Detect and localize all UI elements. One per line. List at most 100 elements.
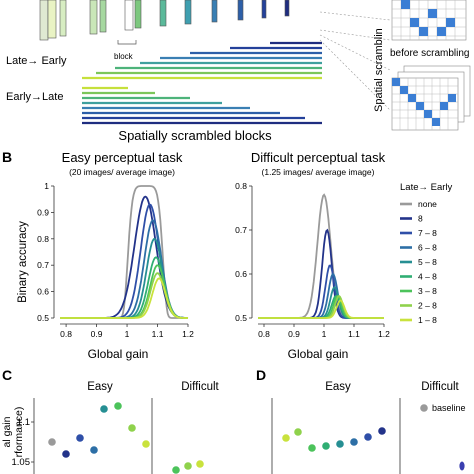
easy-xtick-label: 1.2 bbox=[182, 329, 194, 339]
chart-easy: Easy perceptual task (20 images/ average… bbox=[37, 150, 194, 361]
legend-label: 7 – 8 bbox=[418, 228, 437, 238]
easy-xlabel: Global gain bbox=[88, 347, 149, 361]
panel-c-axes bbox=[31, 398, 153, 474]
difficult-title: Difficult perceptual task bbox=[251, 150, 386, 165]
early-late-label: Early→Late bbox=[6, 91, 63, 103]
difficult-subtitle: (1.25 images/ average image) bbox=[262, 167, 375, 177]
panel-d-letter: D bbox=[256, 367, 266, 383]
point bbox=[90, 446, 98, 454]
panel-d-axes bbox=[271, 398, 401, 474]
easy-axes: 0.5 0.6 0.7 0.8 0.9 1 0.8 0.9 1 1.1 1.2 bbox=[37, 181, 194, 339]
difficult-xtick-label: 0.8 bbox=[258, 329, 270, 339]
grid-scrambled bbox=[391, 0, 467, 41]
before-scrambling-label: before scrambling bbox=[390, 48, 469, 59]
legend: Late→ Early none 8 7 – 8 6 – 8 5 – 8 4 – 8 3 –… bbox=[400, 182, 453, 325]
panel-c-ytick-1: 1.1 bbox=[17, 417, 30, 428]
difficult-series-8 bbox=[258, 228, 384, 319]
legend-label: 1 – 8 bbox=[418, 315, 437, 325]
difficult-series-none bbox=[258, 193, 384, 319]
legend-label: 5 – 8 bbox=[418, 257, 437, 267]
easy-xtick-label: 0.8 bbox=[60, 329, 72, 339]
point bbox=[100, 405, 108, 413]
panel-c-ylabel-1: al gain bbox=[1, 416, 13, 447]
layer-stack bbox=[39, 0, 290, 41]
network-schematic: block Late→ Early Early→Late Spatially s… bbox=[6, 0, 471, 143]
easy-xtick-label: 1 bbox=[125, 329, 130, 339]
panel-d-easy: Easy bbox=[325, 381, 351, 393]
early-late-bars bbox=[82, 86, 322, 125]
difficult-series-5-8 bbox=[258, 286, 384, 319]
easy-series-1-8 bbox=[60, 277, 188, 319]
spatial-scrambling-label: Spatial scramblin bbox=[373, 28, 385, 112]
difficult-xtick-label: 1.1 bbox=[348, 329, 360, 339]
panel-c-points bbox=[48, 402, 204, 474]
panel-c-ylabel-2: rformance) bbox=[13, 407, 25, 458]
easy-lines bbox=[60, 185, 189, 319]
easy-title: Easy perceptual task bbox=[62, 150, 183, 165]
late-early-label: Late→ Early bbox=[6, 55, 67, 67]
point bbox=[350, 438, 358, 446]
easy-ytick-label: 1 bbox=[44, 181, 49, 191]
difficult-ytick-label: 0.6 bbox=[235, 269, 247, 279]
difficult-lines bbox=[258, 193, 384, 319]
late-early-bars bbox=[82, 41, 322, 80]
point bbox=[196, 460, 204, 468]
point bbox=[76, 434, 84, 442]
point bbox=[184, 462, 192, 470]
easy-ytick-label: 0.8 bbox=[37, 234, 49, 244]
point bbox=[308, 444, 316, 452]
legend-label: 3 – 8 bbox=[418, 286, 437, 296]
difficult-xtick-label: 0.9 bbox=[288, 329, 300, 339]
legend-label: 2 – 8 bbox=[418, 301, 437, 311]
difficult-series-3-8 bbox=[258, 295, 384, 319]
point bbox=[378, 427, 386, 435]
scrambled-caption: Spatially scrambled blocks bbox=[118, 128, 272, 143]
legend-label: 6 – 8 bbox=[418, 243, 437, 253]
point bbox=[114, 402, 122, 410]
difficult-ytick-label: 0.5 bbox=[235, 313, 247, 323]
point bbox=[294, 428, 302, 436]
panel-b-letter: B bbox=[2, 149, 12, 165]
panel-b-ylabel: Binary accuracy bbox=[17, 221, 29, 303]
difficult-series-1-8 bbox=[258, 299, 384, 319]
point bbox=[128, 424, 136, 432]
panel-c-ytick-2: 1.05 bbox=[12, 457, 31, 468]
panel-d-points bbox=[282, 404, 465, 471]
difficult-ytick-label: 0.8 bbox=[235, 181, 247, 191]
legend-title: Late→ Early bbox=[400, 182, 453, 193]
point bbox=[459, 461, 465, 471]
difficult-axes: 0.5 0.6 0.7 0.8 0.8 0.9 1 1.1 1.2 bbox=[235, 181, 390, 339]
easy-subtitle: (20 images/ average image) bbox=[69, 167, 175, 177]
difficult-ytick-label: 0.7 bbox=[235, 225, 247, 235]
difficult-series-4-8 bbox=[258, 295, 384, 319]
block-label: block bbox=[114, 52, 134, 61]
easy-xtick-label: 1.1 bbox=[152, 329, 164, 339]
baseline-label: baseline bbox=[432, 403, 466, 413]
easy-xtick-label: 0.9 bbox=[91, 329, 103, 339]
difficult-xlabel: Global gain bbox=[288, 347, 349, 361]
grid-before bbox=[391, 65, 471, 131]
panel-d-difficult: Difficult bbox=[421, 381, 459, 393]
point bbox=[282, 434, 290, 442]
point bbox=[142, 440, 150, 448]
difficult-xtick-label: 1 bbox=[322, 329, 327, 339]
block-bracket bbox=[117, 40, 137, 45]
baseline-marker bbox=[420, 404, 428, 412]
point bbox=[48, 438, 56, 446]
legend-label: 4 – 8 bbox=[418, 272, 437, 282]
difficult-series-2-8 bbox=[258, 294, 384, 319]
point bbox=[364, 433, 372, 441]
point bbox=[322, 442, 330, 450]
point bbox=[172, 466, 180, 474]
easy-ytick-label: 0.7 bbox=[37, 260, 49, 270]
panel-c-easy: Easy bbox=[87, 381, 113, 393]
point bbox=[62, 450, 70, 458]
legend-label: none bbox=[418, 199, 437, 209]
easy-ytick-label: 0.5 bbox=[37, 313, 49, 323]
connector-lines bbox=[319, 11, 391, 111]
panel-c-letter: C bbox=[2, 367, 12, 383]
easy-ytick-label: 0.9 bbox=[37, 207, 49, 217]
panel-c-difficult: Difficult bbox=[181, 381, 219, 393]
easy-ytick-label: 0.6 bbox=[37, 287, 49, 297]
